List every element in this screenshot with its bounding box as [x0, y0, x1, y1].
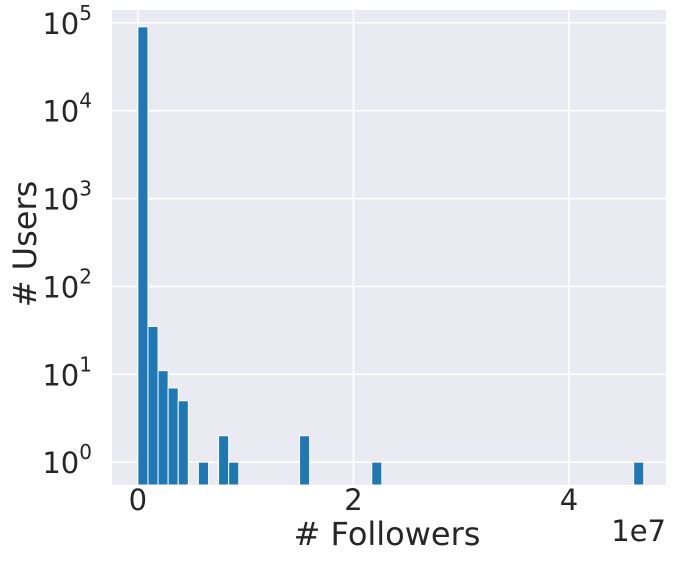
- y-tick-label: 105: [42, 1, 92, 41]
- histogram-bar: [299, 435, 311, 486]
- plot-area: [112, 10, 666, 485]
- bars: [137, 26, 645, 486]
- x-axis-label: # Followers: [294, 515, 481, 553]
- histogram-bar: [147, 326, 159, 486]
- x-tick-label: 2: [344, 483, 362, 517]
- y-tick-labels: 100 101 102 103 104 105: [42, 1, 92, 480]
- x-tick-label: 0: [129, 483, 147, 517]
- y-tick-label: 103: [42, 177, 92, 217]
- histogram-bar: [167, 387, 179, 486]
- y-axis-label: # Users: [6, 181, 44, 308]
- x-tick-label: 4: [560, 483, 578, 517]
- y-tick-label: 100: [42, 440, 92, 480]
- x-offset-label: 1e7: [611, 514, 666, 548]
- histogram-bar: [177, 400, 189, 486]
- histogram-bar: [218, 435, 230, 486]
- histogram-bar: [157, 370, 169, 486]
- histogram-bar: [371, 461, 383, 486]
- y-tick-label: 101: [42, 352, 92, 392]
- y-tick-label: 104: [42, 89, 92, 129]
- x-tick-labels: 0 2 4: [129, 483, 579, 517]
- histogram-bar: [137, 26, 149, 486]
- histogram-bar: [228, 461, 240, 486]
- histogram-bar: [633, 461, 645, 486]
- histogram-bar: [197, 461, 209, 486]
- y-tick-label: 102: [42, 264, 92, 304]
